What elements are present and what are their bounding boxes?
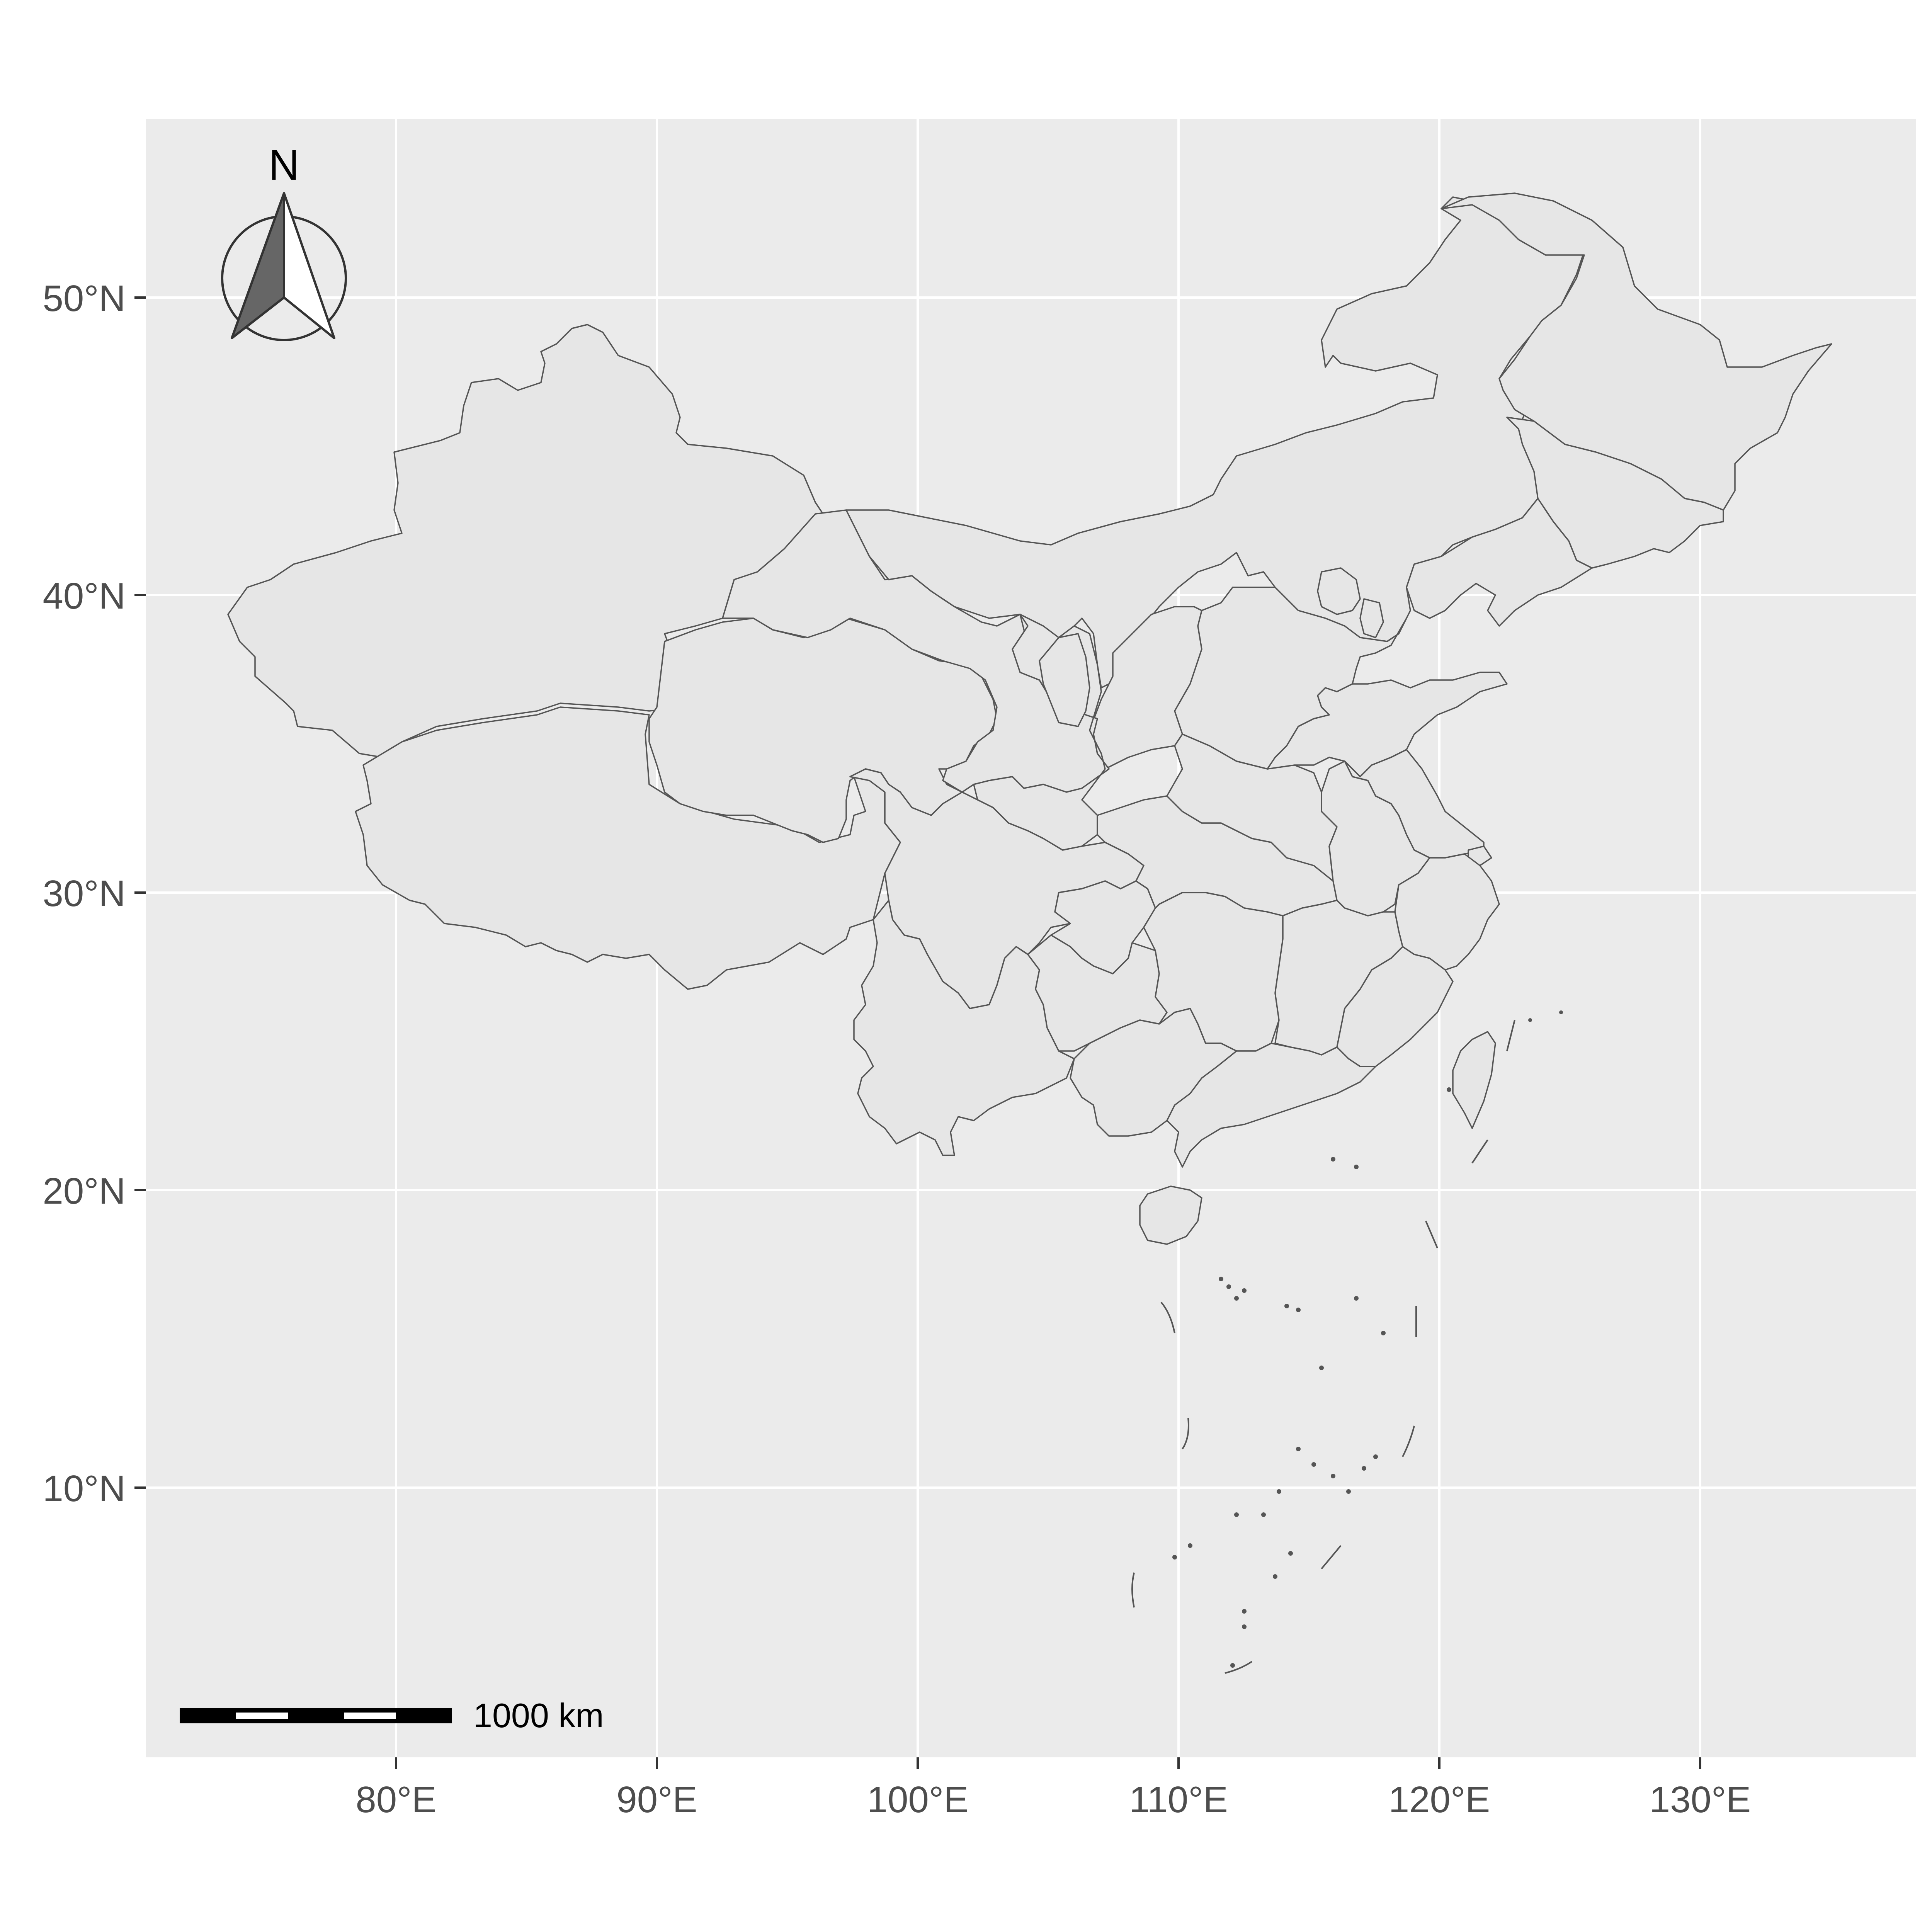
islet (1273, 1574, 1277, 1579)
islet (1226, 1284, 1231, 1289)
x-tick-label: 110°E (1129, 1779, 1228, 1820)
islet (1362, 1466, 1366, 1471)
axis-ticks (134, 296, 1701, 1769)
province-hainan (1139, 1185, 1202, 1245)
scale-bar-label: 1000 km (473, 1696, 604, 1735)
islet (1296, 1308, 1301, 1312)
province-beijing (1317, 567, 1361, 615)
y-tick-label: 30°N (43, 873, 126, 914)
boundary-dash (1321, 1545, 1342, 1570)
islet (1261, 1512, 1266, 1517)
province-ningxia (1039, 633, 1090, 727)
boundary-dash (1131, 1572, 1135, 1608)
islet (1319, 1366, 1324, 1370)
scale-bar-outline (180, 1708, 452, 1723)
y-axis-labels: 50°N 40°N 30°N 20°N 10°N (43, 278, 126, 1509)
y-tick-label: 10°N (43, 1468, 126, 1509)
boundary-dash (1425, 1221, 1438, 1248)
islet (1219, 1277, 1223, 1281)
scale-bar-segment (236, 1713, 288, 1719)
x-tick-label: 120°E (1389, 1779, 1490, 1820)
islet (1354, 1296, 1359, 1301)
x-axis-labels: 80°E 90°E 100°E 110°E 120°E 130°E (355, 1779, 1751, 1820)
province-shanxi (1089, 606, 1202, 770)
islet (1447, 1087, 1451, 1092)
islet (1242, 1609, 1247, 1614)
x-tick-label: 100°E (867, 1779, 969, 1820)
boundary-dash (1471, 1139, 1488, 1164)
north-arrow-right-half (283, 192, 335, 339)
islet (1188, 1543, 1192, 1548)
islet (1373, 1454, 1378, 1459)
islet (1242, 1624, 1247, 1629)
x-tick-label: 80°E (355, 1779, 436, 1820)
islet (1528, 1018, 1532, 1022)
boundary-dash (1182, 1418, 1189, 1450)
north-label: N (269, 141, 299, 189)
scale-bar: 1000 km (180, 1696, 604, 1735)
province-yunnan (853, 900, 1075, 1156)
province-tianjin (1359, 598, 1384, 638)
islet (1234, 1296, 1239, 1301)
y-tick-label: 40°N (43, 575, 126, 617)
islet (1230, 1663, 1235, 1668)
scale-bar-segment (344, 1713, 396, 1719)
boundary-dash (1225, 1661, 1253, 1674)
islet (1311, 1462, 1316, 1467)
north-arrow-icon: N (221, 141, 347, 341)
islet (1296, 1447, 1301, 1451)
province-tibet (355, 706, 901, 990)
boundary-dash (1506, 1020, 1515, 1051)
islet (1234, 1512, 1239, 1517)
islet (1277, 1489, 1281, 1494)
province-liaoning (1406, 498, 1593, 627)
province-taiwan (1452, 1031, 1496, 1129)
south-sea-islands (1172, 1010, 1563, 1668)
maritime-boundary (1131, 1020, 1515, 1674)
province-guangxi (1070, 1008, 1237, 1137)
islet (1288, 1551, 1293, 1556)
islet (1381, 1331, 1386, 1335)
x-tick-label: 90°E (616, 1779, 697, 1820)
boundary-dash (1160, 1301, 1175, 1333)
x-tick-label: 130°E (1650, 1779, 1751, 1820)
provinces (227, 192, 1832, 1245)
islet (1331, 1157, 1335, 1162)
islet (1354, 1165, 1359, 1169)
islet (1331, 1474, 1335, 1478)
y-tick-label: 20°N (43, 1170, 126, 1212)
islet (1242, 1288, 1247, 1293)
islet (1172, 1555, 1177, 1560)
islet (1559, 1010, 1563, 1014)
islet (1284, 1304, 1289, 1308)
y-tick-label: 50°N (43, 278, 126, 319)
islet (1346, 1489, 1351, 1494)
boundary-dash (1402, 1425, 1415, 1457)
